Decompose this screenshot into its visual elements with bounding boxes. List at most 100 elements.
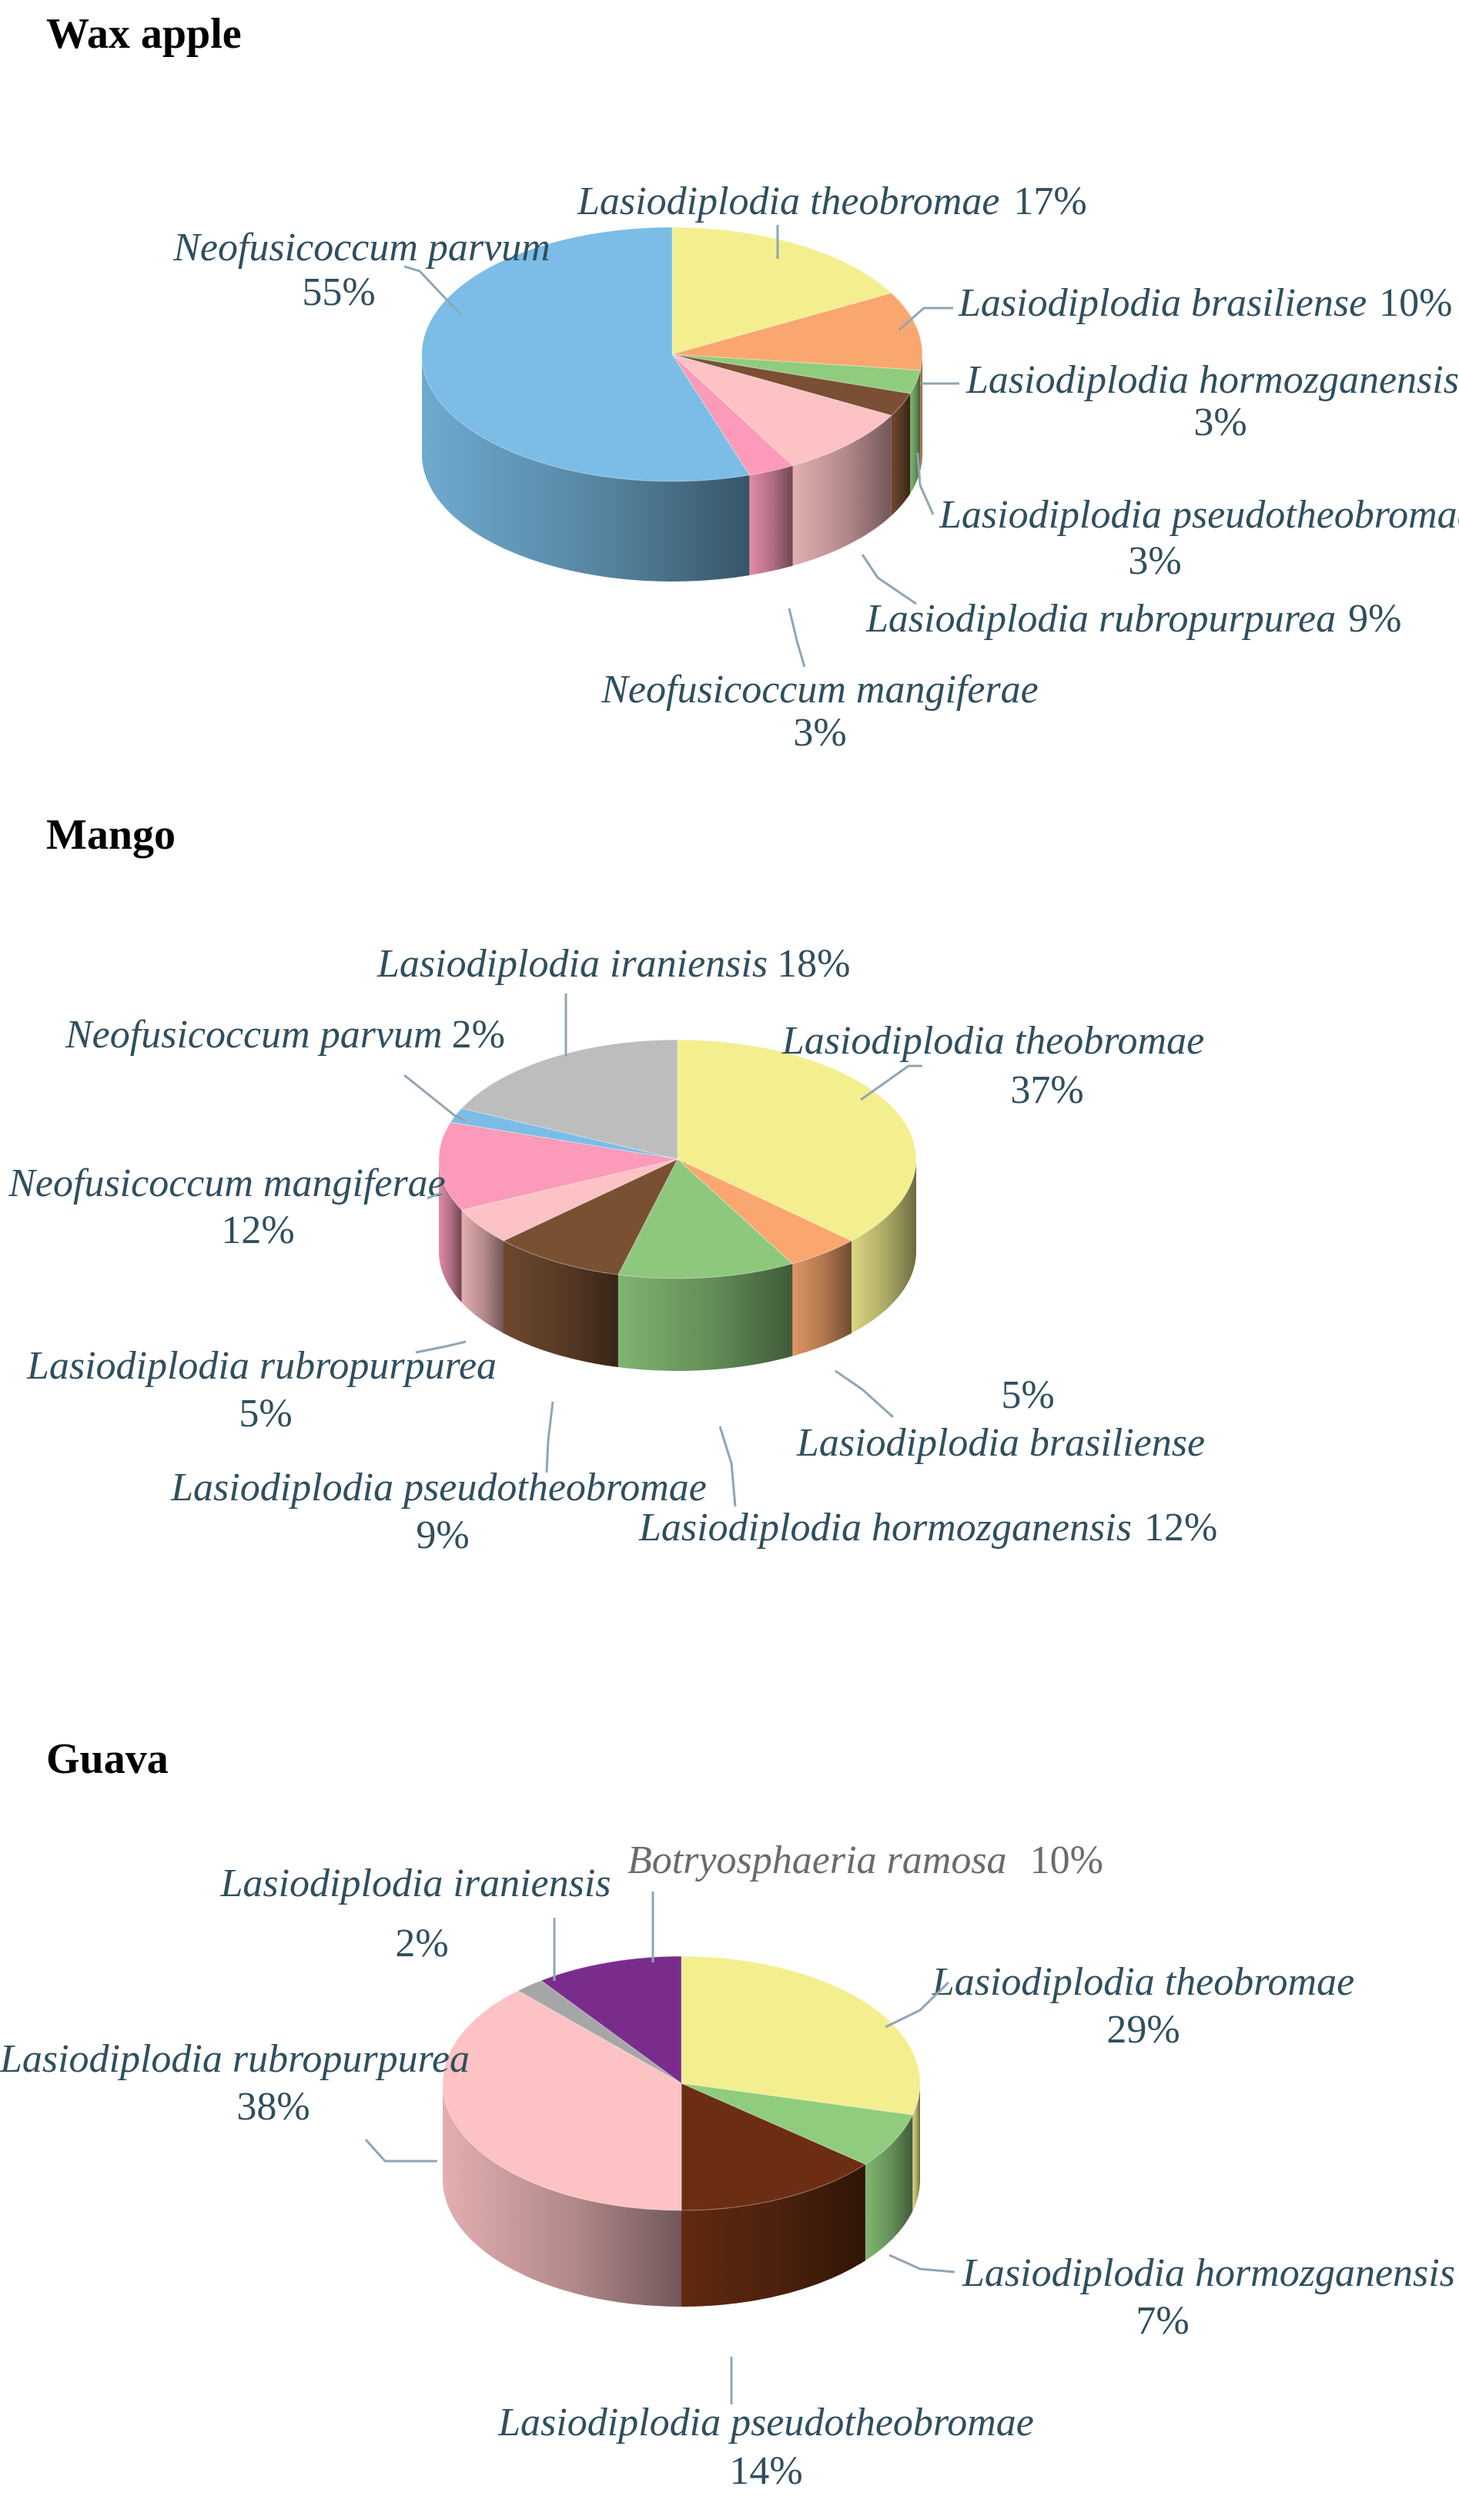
slice-label-theobromae: Lasiodiplodia theobromae (781, 1019, 1204, 1063)
pie-slice-lasiodiplodia-rubropurpurea (442, 1990, 682, 2211)
leader-line (885, 1981, 950, 2029)
pie-slice-lasiodiplodia-theobromae (681, 1955, 921, 2116)
slice-label-rubropurpurea: Lasiodiplodia rubropurpurea 9% (865, 597, 1401, 641)
pie-slice-lasiodiplodia-pseudotheobromae (681, 2083, 866, 2211)
slice-value-theobromae: 37% (1010, 1068, 1083, 1112)
labels-mango: Lasiodiplodia theobromae 37% 5% Lasiodip… (8, 942, 1217, 1557)
slice-label-parvum: Neofusicoccum parvum 2% (65, 1013, 505, 1057)
chart-title: Guava (46, 1735, 169, 1783)
pie-slice-neofusicoccum-mangiferae (438, 1121, 678, 1211)
slice-label-iraniensis: Lasiodiplodia iraniensis (219, 1862, 611, 1905)
chart-mango: Mango Lasiodiplodia theobromae 37% 5% La… (8, 811, 1217, 1557)
pie-slice-lasiodiplodia-rubropurpurea (671, 354, 892, 467)
slice-value-hormozganensis: 3% (1193, 400, 1247, 444)
pie-top-wax-apple (421, 226, 923, 482)
slice-label-mangiferae: Neofusicoccum mangiferae (601, 668, 1039, 712)
pie-side-shade (865, 2115, 913, 2261)
slice-label-theobromae: Lasiodiplodia theobromae (932, 1960, 1354, 2004)
slice-label-hormozganensis: Lasiodiplodia hormozganensis (965, 358, 1459, 402)
slice-value-theobromae: 29% (1106, 2008, 1180, 2052)
leader-line (860, 1064, 922, 1101)
slice-value-pseudotheobromae: 9% (416, 1513, 469, 1557)
pie-side-shade (891, 394, 911, 516)
pie-side-shade (852, 1159, 916, 1334)
pie-slice-lasiodiplodia-pseudotheobromae (671, 354, 911, 417)
pie-slice-lasiodiplodia-pseudotheobromae (502, 1158, 679, 1275)
pie-slice-lasiodiplodia-hormozganensis (671, 354, 922, 394)
chart-guava: Guava Lasiodiplodia theobromae 29% Lasio… (0, 1735, 1455, 2493)
leader-line (888, 2254, 955, 2274)
slice-value-iraniensis: 2% (395, 1922, 448, 1965)
slice-value-hormozganensis: 7% (1136, 2299, 1189, 2343)
slice-label-theobromae: Lasiodiplodia theobromae 17% (577, 179, 1087, 223)
pie-slice-lasiodiplodia-brasiliense (677, 1158, 853, 1265)
slice-label-brasiliense: Lasiodiplodia brasiliense 10% (958, 281, 1452, 325)
leader-line (861, 554, 917, 605)
leader-line (403, 265, 462, 316)
leader-line (415, 1340, 467, 1354)
pie-slice-lasiodiplodia-theobromae (671, 226, 892, 355)
leader-line (835, 1369, 895, 1419)
pie-side-shade (920, 354, 922, 471)
leader-line (403, 1074, 467, 1123)
slice-label-brasiliense: Lasiodiplodia brasiliense (796, 1421, 1205, 1465)
leader-line (427, 1191, 443, 1200)
slice-label-rubropurpurea: Lasiodiplodia rubropurpurea (0, 2037, 470, 2081)
pie-side-wax-apple (422, 354, 922, 581)
pie-slice-lasiodiplodia-rubropurpurea (460, 1158, 678, 1242)
pie-side-guava (443, 2083, 920, 2307)
pie-slice-neofusicoccum-mangiferae (671, 354, 794, 476)
pie-side-shade (912, 2083, 920, 2211)
labels-guava: Lasiodiplodia theobromae 29% Lasiodiplod… (0, 1838, 1455, 2493)
slice-label-pseudotheobromae: Lasiodiplodia pseudotheobromae (497, 2401, 1034, 2445)
chart-title: Mango (46, 811, 176, 859)
pie-side-shade (749, 465, 793, 575)
leader-line (718, 1426, 737, 1507)
slice-value-pseudotheobromae: 14% (729, 2449, 802, 2493)
pie-slice-lasiodiplodia-iraniensis (460, 1039, 678, 1160)
leader-line (916, 452, 935, 515)
pie-side-shade (422, 354, 750, 581)
pie-side-shade (461, 1210, 504, 1334)
slice-label-pseudotheobromae: Lasiodiplodia pseudotheobromae (939, 493, 1459, 537)
slice-value-brasiliense: 5% (1001, 1373, 1054, 1417)
slice-label-hormozganensis: Lasiodiplodia hormozganensis (962, 2251, 1455, 2295)
slice-label-parvum: Neofusicoccum parvum (172, 226, 550, 270)
leader-line (788, 608, 806, 668)
pie-slice-lasiodiplodia-hormozganensis (681, 2083, 914, 2165)
pie-side-shade (504, 1241, 618, 1368)
pie-slice-lasiodiplodia-hormozganensis (617, 1158, 794, 1279)
pie-side-shade (792, 415, 892, 566)
slice-value-rubropurpurea: 38% (236, 2085, 310, 2129)
slice-value-parvum: 55% (302, 270, 375, 314)
pie-side-shade (792, 1241, 852, 1356)
slice-label-iraniensis: Lasiodiplodia iraniensis 18% (376, 942, 850, 986)
slice-value-mangiferae: 12% (221, 1208, 294, 1252)
pie-slice-lasiodiplodia-iraniensis (517, 1979, 682, 2084)
pie-top-mango (438, 1039, 917, 1279)
pie-side-shade (439, 1159, 462, 1302)
leader-line (364, 2139, 437, 2163)
chart-title: Wax apple (46, 10, 242, 58)
leader-line (545, 1401, 554, 1473)
pie-slice-botryosphaeria-ramosa (540, 1955, 682, 2084)
pie-slice-lasiodiplodia-theobromae (677, 1039, 917, 1242)
slice-label-ramosa: Botryosphaeria ramosa 10% (627, 1838, 1103, 1882)
pie-slice-lasiodiplodia-brasiliense (671, 292, 923, 371)
pie-top-guava (442, 1955, 921, 2211)
labels-wax-apple: Lasiodiplodia theobromae 17% Lasiodiplodi… (172, 179, 1459, 755)
pie-side-shade (681, 2164, 865, 2307)
pie-side-mango (439, 1159, 916, 1371)
chart-wax-apple: Wax apple Lasiodiplodia theobromae 17% La… (46, 10, 1459, 755)
leader-line (898, 307, 953, 331)
slice-value-rubropurpurea: 5% (239, 1392, 292, 1436)
pie-side-shade (443, 2083, 681, 2307)
slice-label-mangiferae: Neofusicoccum mangiferae (8, 1161, 446, 1205)
slice-label-hormozganensis: Lasiodiplodia hormozganensis 12% (638, 1506, 1217, 1550)
pie-slice-neofusicoccum-parvum (421, 226, 751, 482)
slice-value-mangiferae: 3% (793, 711, 846, 755)
pie-side-shade (617, 1263, 793, 1371)
slice-label-pseudotheobromae: Lasiodiplodia pseudotheobromae (170, 1466, 707, 1510)
slice-value-pseudotheobromae: 3% (1128, 539, 1181, 583)
